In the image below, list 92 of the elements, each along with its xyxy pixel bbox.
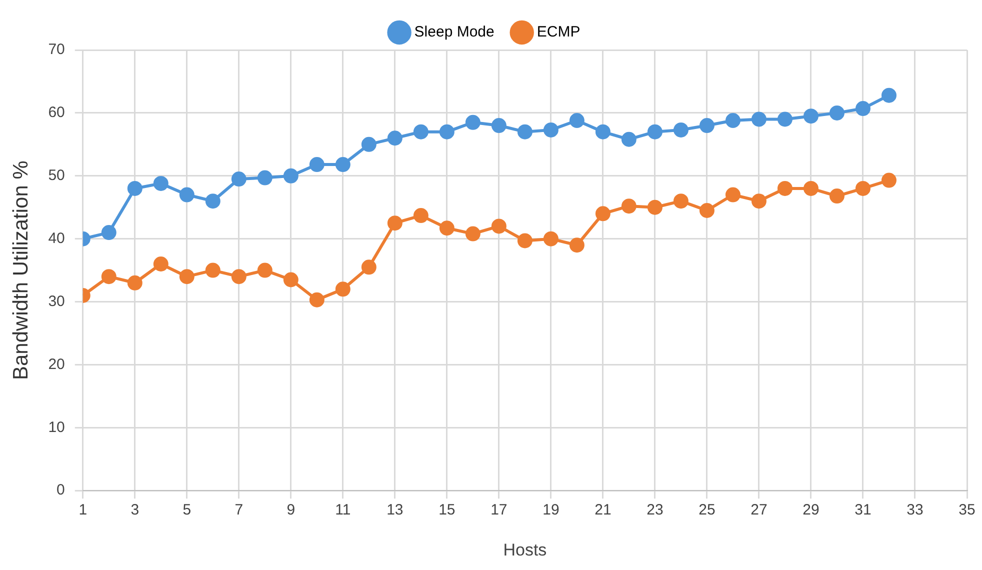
point [413,124,428,140]
legend-label: Sleep Mode [414,24,494,41]
point [803,108,818,124]
x-tick-label: 33 [906,502,924,519]
point [803,180,818,196]
point [855,101,870,116]
x-tick-label: 31 [854,502,872,519]
y-tick-label: 50 [48,167,65,184]
point [335,157,350,172]
x-tick-label: 27 [750,502,768,519]
x-tick-label: 15 [438,502,456,519]
point [361,136,376,152]
y-tick-label: 20 [48,356,65,373]
x-tick-label: 21 [594,502,612,519]
point [881,172,896,188]
point [621,198,636,214]
y-tick-label: 40 [48,230,65,247]
point [413,208,428,224]
y-tick-label: 60 [48,104,65,122]
point [543,122,558,138]
y-tick-label: 70 [48,41,65,58]
point [595,206,610,222]
point [569,238,584,253]
x-tick-label: 5 [182,502,192,519]
x-tick-label: 17 [490,502,508,519]
y-tick-label: 30 [48,292,65,310]
point [153,176,168,191]
point [647,200,662,215]
point [179,187,194,202]
x-tick-label: 13 [386,502,404,519]
y-tick-label: 0 [56,482,65,499]
x-tick-label: 29 [802,502,820,519]
point [205,194,220,209]
point [387,216,402,231]
point [595,124,610,140]
point [517,124,532,140]
point [543,231,558,246]
point [725,187,740,202]
point [777,112,792,127]
point [309,292,324,308]
point [101,269,116,284]
x-tick-label: 23 [646,502,664,519]
y-axis-title: Bandwidth Utilization % [9,160,32,380]
point [829,105,844,120]
point [283,272,298,288]
point [205,262,220,278]
point [283,168,298,184]
point [829,188,844,204]
point [231,269,246,284]
point [517,233,532,248]
point [855,180,870,196]
point [673,194,688,209]
point [309,157,324,172]
point [257,170,272,186]
point [699,203,714,218]
x-tick-label: 1 [78,502,88,519]
point [491,218,506,234]
point [621,132,636,147]
point [699,118,714,134]
y-tick-label: 10 [48,418,65,436]
point [127,275,142,290]
point [231,172,246,187]
x-tick-label: 35 [958,502,976,519]
point [751,112,766,127]
point [569,112,584,128]
point [439,124,454,140]
point [179,269,194,284]
point [361,260,376,275]
point [777,180,792,196]
x-axis-title: Hosts [503,540,547,560]
point [439,220,454,236]
point [257,262,272,278]
point [751,194,766,209]
x-tick-label: 9 [286,502,296,519]
x-tick-label: 3 [130,502,140,519]
point [465,226,480,242]
point [335,282,350,297]
point [127,180,142,196]
point [491,118,506,134]
x-tick-label: 19 [542,502,560,519]
x-tick-label: 7 [234,502,244,519]
x-tick-label: 25 [698,502,716,519]
point [101,225,116,240]
legend-label: ECMP [536,24,580,41]
point [725,112,740,128]
point [387,130,402,146]
point [465,114,480,130]
point [647,124,662,140]
point [881,88,896,103]
x-tick-label: 11 [335,502,351,519]
point [673,122,688,138]
point [153,256,168,272]
